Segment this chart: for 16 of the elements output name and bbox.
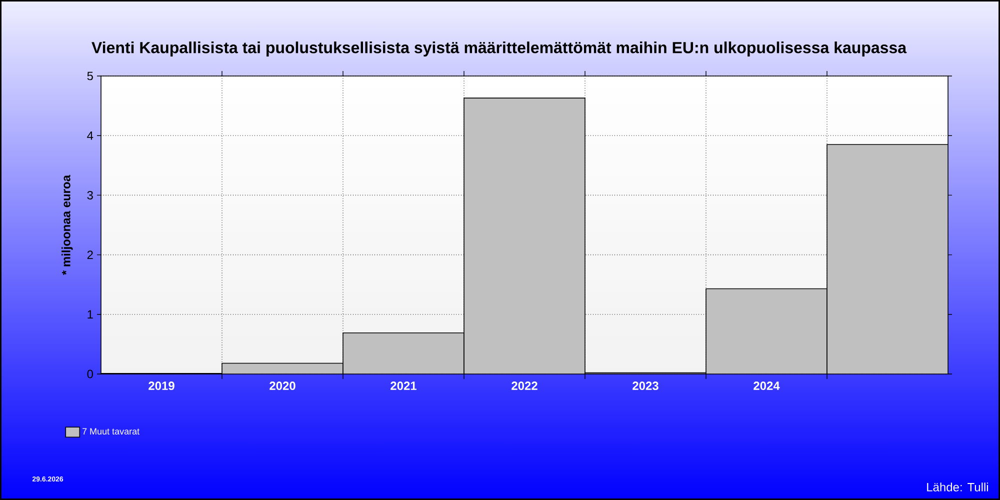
x-tick-label: 2021: [390, 382, 417, 390]
chart-title: Vienti Kaupallisista tai puolustuksellisista syistä määrittelemättömät maihin EU:n ulkopuolisessa kaupassa: [92, 42, 907, 56]
y-axis-title: * miljoonaa euroa: [62, 174, 73, 275]
x-tick-label: 2022: [512, 382, 538, 390]
text: Lähde: Tulli: [927, 482, 988, 492]
x-tick-label: 2019: [148, 382, 174, 390]
y-tick-label: 5: [87, 72, 93, 80]
x-tick-label: 2020: [270, 382, 296, 390]
legend-label: 7 Muut tavarat: [82, 428, 140, 435]
y-tick-label: 4: [87, 131, 94, 140]
y-tick-label: 2: [87, 250, 93, 259]
y-tick-label: 0: [87, 370, 94, 378]
y-tick-label: 1: [88, 310, 93, 319]
x-tick-label: 2024: [754, 382, 780, 390]
y-tick-label: 3: [87, 190, 93, 200]
x-tick-label: 2023: [632, 382, 658, 390]
